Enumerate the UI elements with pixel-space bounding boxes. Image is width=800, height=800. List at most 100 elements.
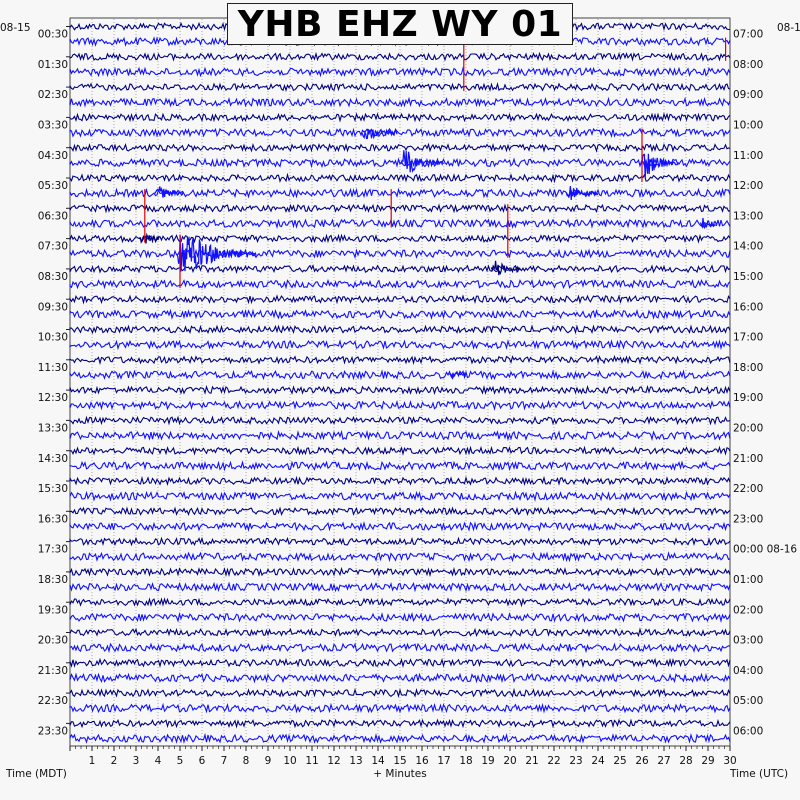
x-tick-label: 16	[415, 755, 429, 767]
x-tick-label: 11	[305, 755, 318, 767]
left-time-label: 21:30	[38, 665, 68, 677]
x-tick-label: 22	[547, 755, 560, 767]
trace-line	[69, 51, 731, 62]
event-burst	[640, 153, 679, 179]
trace-line	[69, 203, 731, 214]
left-time-label: 18:30	[38, 574, 68, 586]
left-time-label: 05:30	[38, 180, 68, 192]
right-time-label: 01:00	[733, 574, 763, 586]
left-time-label: 02:30	[38, 89, 68, 101]
trace-line	[69, 460, 731, 472]
trace-line	[69, 581, 731, 593]
right-time-label: 09:00	[733, 89, 763, 101]
right-axis-label: Time (UTC)	[729, 768, 788, 780]
trace-line	[69, 264, 731, 274]
trace-line	[69, 127, 731, 139]
trace-line	[69, 672, 731, 684]
trace-line	[69, 66, 731, 78]
trace-line	[69, 415, 731, 426]
left-time-label: 17:30	[38, 544, 68, 556]
right-time-label: 03:00	[733, 635, 763, 647]
trace-line	[69, 612, 731, 623]
event-burst	[491, 260, 521, 276]
left-time-label: 13:30	[38, 423, 68, 435]
event-burst	[400, 150, 445, 174]
right-time-label: 05:00	[733, 695, 763, 707]
x-tick-label: 18	[459, 755, 472, 767]
x-tick-label: 29	[701, 755, 714, 767]
right-time-label: 04:00	[733, 665, 763, 677]
left-time-label: 06:30	[38, 210, 68, 222]
right-time-label: 17:00	[733, 332, 763, 344]
trace-line	[69, 536, 731, 547]
left-time-label: 03:30	[38, 120, 68, 132]
left-time-label: 14:30	[38, 453, 68, 465]
trace-line	[69, 702, 731, 714]
event-burst	[700, 217, 717, 230]
right-time-label: 02:00	[733, 604, 763, 616]
left-time-label: 04:30	[38, 150, 68, 162]
trace-line	[69, 732, 731, 745]
left-time-label: 11:30	[38, 362, 68, 374]
event-bursts	[139, 128, 717, 380]
right-time-label: 13:00	[733, 210, 763, 222]
right-time-label: 10:00	[733, 120, 763, 132]
trace-line	[69, 324, 731, 335]
right-time-label: 07:00	[733, 29, 763, 41]
trace-line	[69, 233, 731, 244]
x-axis-ticks: 1 2 3 4 5 6 7 8 9 10 11 12 13 14 15 16 17 18 19 20 21 22 23 24 2…	[69, 746, 737, 767]
left-time-label: 01:30	[38, 59, 68, 71]
trace-line	[69, 157, 731, 169]
right-time-label: 12:00	[733, 180, 763, 192]
event-burst	[565, 186, 599, 201]
right-time-label: 08:00	[733, 59, 763, 71]
left-time-label: 16:30	[38, 513, 68, 525]
trace-line	[69, 506, 731, 516]
right-time-label: 18:00	[733, 362, 763, 374]
right-time-label: 21:00	[733, 453, 763, 465]
trace-line	[69, 520, 731, 532]
x-tick-label: 8	[243, 755, 250, 767]
x-tick-label: 26	[635, 755, 649, 767]
seismic-traces	[69, 19, 731, 745]
left-time-label: 15:30	[38, 483, 68, 495]
left-time-labels: 00:30 01:30 02:30 03:30 04:30 05:30 06:30 07:30…	[38, 26, 70, 738]
trace-line	[69, 551, 731, 563]
x-tick-label: 7	[221, 755, 228, 767]
right-time-label: 19:00	[733, 392, 763, 404]
trace-line	[69, 566, 731, 578]
x-tick-label: 24	[591, 755, 605, 767]
title-box: YHB EHZ WY 01	[227, 3, 573, 45]
right-time-label: 00:00 08-16	[733, 544, 797, 556]
event-burst	[176, 235, 257, 272]
x-tick-label: 3	[133, 755, 140, 767]
left-time-label: 23:30	[38, 726, 68, 738]
right-time-label: 14:00	[733, 241, 763, 253]
trace-line	[69, 308, 731, 320]
left-time-label: 07:30	[38, 241, 68, 253]
trace-line	[69, 354, 731, 366]
trace-line	[69, 597, 731, 608]
right-top-date: 08-1	[777, 22, 800, 34]
x-tick-label: 30	[723, 755, 736, 767]
trace-line	[69, 278, 731, 290]
x-tick-label: 9	[265, 755, 272, 767]
x-tick-label: 14	[371, 755, 385, 767]
trace-line	[69, 82, 731, 93]
left-time-label: 00:30	[38, 29, 68, 41]
trace-line	[69, 217, 731, 230]
left-time-label: 09:30	[38, 301, 68, 313]
x-tick-label: 27	[657, 755, 670, 767]
trace-line	[69, 112, 731, 123]
x-axis-label: + Minutes	[373, 768, 426, 780]
x-tick-label: 5	[177, 755, 184, 767]
x-tick-label: 23	[569, 755, 582, 767]
x-tick-label: 20	[503, 755, 516, 767]
x-tick-label: 17	[437, 755, 450, 767]
right-time-label: 16:00	[733, 301, 763, 313]
right-time-label: 22:00	[733, 483, 763, 495]
x-tick-label: 12	[327, 755, 340, 767]
x-tick-label: 15	[393, 755, 406, 767]
right-time-label: 23:00	[733, 513, 763, 525]
